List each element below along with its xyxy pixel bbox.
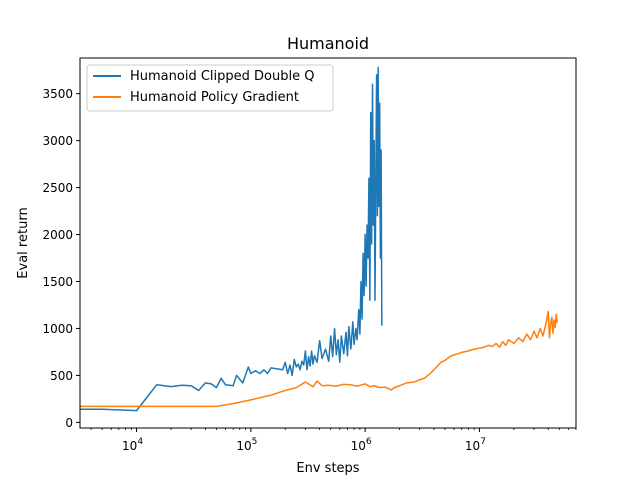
x-axis: 104 105 106 107 [90, 428, 577, 453]
legend: Humanoid Clipped Double Q Humanoid Polic… [86, 64, 334, 112]
legend-label-clipped-double-q: Humanoid Clipped Double Q [130, 69, 314, 84]
series-line-1 [80, 310, 559, 408]
y-axis-label: Eval return [16, 207, 31, 278]
series-layer [80, 66, 559, 412]
x-axis-label: Env steps [296, 461, 359, 476]
y-tick-label-5: 2500 [42, 181, 73, 195]
chart-title: Humanoid [287, 34, 369, 53]
y-tick-label-7: 3500 [42, 87, 73, 101]
y-tick-label-4: 2000 [42, 228, 73, 242]
legend-label-policy-gradient: Humanoid Policy Gradient [130, 90, 299, 105]
y-tick-label-1: 500 [50, 369, 73, 383]
y-axis: 0 500 1000 1500 2000 2500 3000 3500 [42, 87, 80, 430]
plot-area [79, 57, 577, 429]
legend-box [86, 64, 334, 112]
y-tick-label-3: 1500 [42, 275, 73, 289]
series-line-0 [80, 66, 383, 412]
y-tick-label-6: 3000 [42, 134, 73, 148]
plot-frame [79, 57, 577, 429]
y-tick-label-2: 1000 [42, 322, 73, 336]
y-tick-label-0: 0 [65, 416, 73, 430]
